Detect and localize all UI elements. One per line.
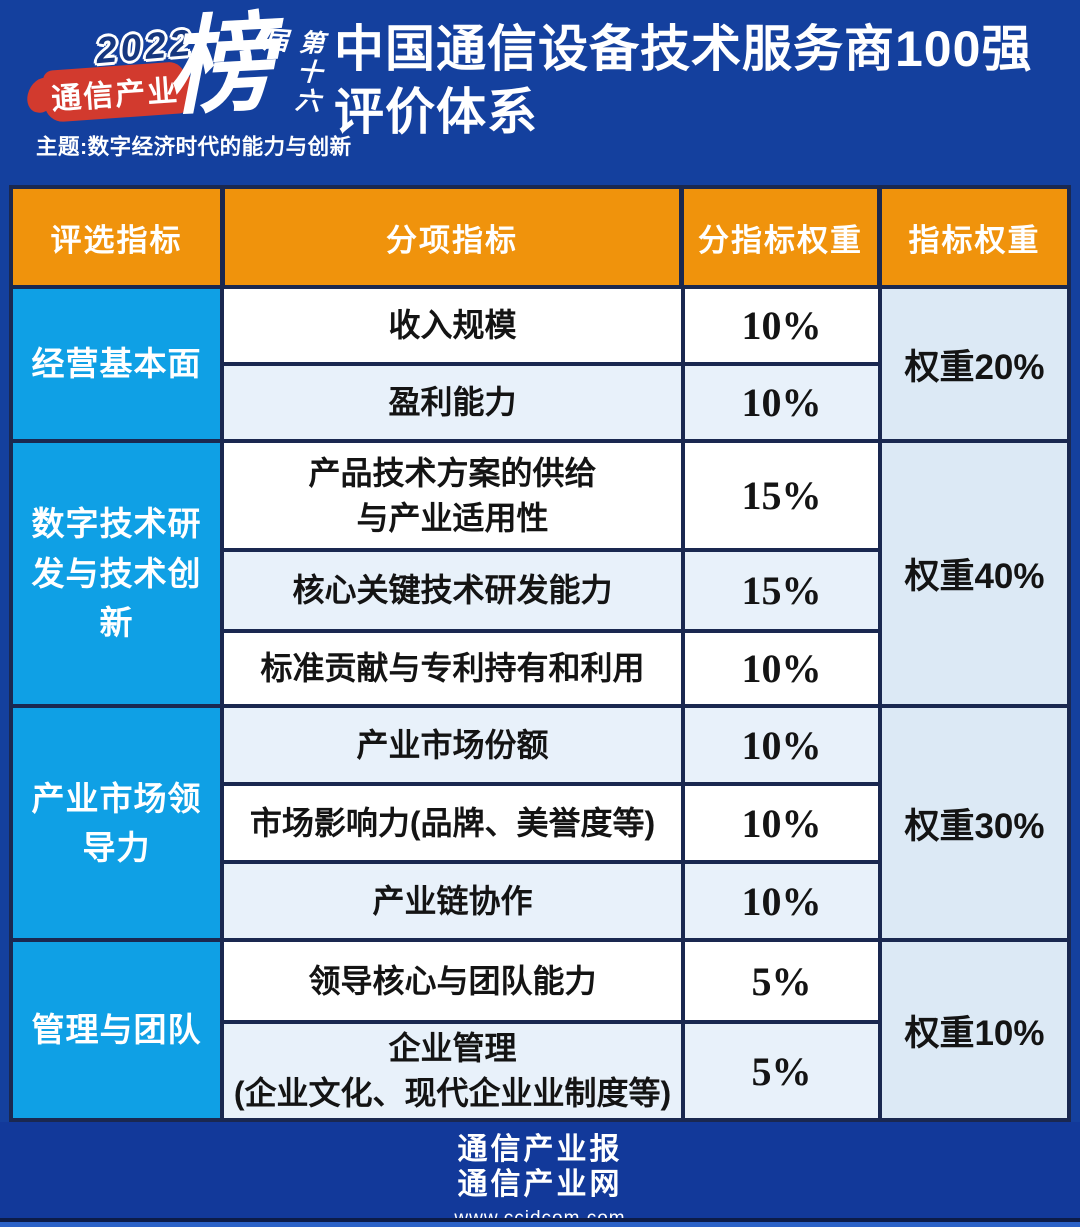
table-row: 盈利能力 10% xyxy=(224,366,878,439)
group-rows: 产业市场份额 10% 市场影响力(品牌、美誉度等) 10% 产业链协作 10% xyxy=(224,708,878,938)
table-group-business-fundamentals: 经营基本面 收入规模 10% 盈利能力 10% 权重20% xyxy=(13,289,1067,439)
sub-weight-cell: 15% xyxy=(685,552,878,630)
group-weight-cell: 权重10% xyxy=(882,942,1067,1118)
table-row: 产品技术方案的供给 与产业适用性 15% xyxy=(224,443,878,549)
table-row: 标准贡献与专利持有和利用 10% xyxy=(224,633,878,704)
category-cell: 产业市场领 导力 xyxy=(13,708,220,938)
page-title: 中国通信设备技术服务商100强 评价体系 xyxy=(330,0,1080,185)
category-cell: 管理与团队 xyxy=(13,942,220,1118)
logo-tagline: 主题:数字经济时代的能力与创新 xyxy=(36,135,352,159)
sub-weight-cell: 15% xyxy=(685,443,878,549)
column-header-weight: 指标权重 xyxy=(882,189,1067,285)
footer-paper-name: 通信产业报 xyxy=(457,1133,623,1166)
sub-weight-cell: 10% xyxy=(685,708,878,782)
footer-banner: 通信产业报 通信产业网 www.ccidcom.com xyxy=(0,1122,1080,1229)
column-header-sub-weight: 分指标权重 xyxy=(684,189,877,285)
table-row: 企业管理 (企业文化、现代企业业制度等) 5% xyxy=(224,1024,878,1118)
group-rows: 收入规模 10% 盈利能力 10% xyxy=(224,289,878,439)
sub-weight-cell: 5% xyxy=(685,942,878,1020)
indicator-cell: 企业管理 (企业文化、现代企业业制度等) xyxy=(224,1024,681,1118)
sub-weight-cell: 10% xyxy=(685,633,878,704)
table-row: 产业链协作 10% xyxy=(224,864,878,938)
indicator-cell: 产业链协作 xyxy=(224,864,681,938)
footer-light-strip xyxy=(0,1222,1080,1227)
event-logo: 2022 通信产业 榜 第十六届 主题:数字经济时代的能力与创新 xyxy=(0,0,351,185)
page-title-line2: 评价体系 xyxy=(334,84,538,140)
sub-weight-cell: 10% xyxy=(685,786,878,860)
indicator-cell: 领导核心与团队能力 xyxy=(224,942,681,1020)
logo-edition: 第十六届 xyxy=(258,25,324,118)
table-row: 收入规模 10% xyxy=(224,289,878,362)
indicator-cell: 收入规模 xyxy=(224,289,681,362)
table-header-row: 评选指标 分项指标 分指标权重 指标权重 xyxy=(13,189,1067,285)
sub-weight-cell: 10% xyxy=(685,366,878,439)
indicator-cell: 核心关键技术研发能力 xyxy=(224,552,681,630)
indicator-cell: 产品技术方案的供给 与产业适用性 xyxy=(224,443,681,549)
category-cell: 数字技术研 发与技术创 新 xyxy=(13,443,220,704)
table-group-market-leadership: 产业市场领 导力 产业市场份额 10% 市场影响力(品牌、美誉度等) 10% 产… xyxy=(13,708,1067,938)
group-rows: 领导核心与团队能力 5% 企业管理 (企业文化、现代企业业制度等) 5% xyxy=(224,942,878,1118)
category-cell: 经营基本面 xyxy=(13,289,220,439)
page-title-line1: 中国通信设备技术服务商100强 xyxy=(334,21,1033,77)
footer-dark-strip xyxy=(0,1218,1080,1222)
indicator-cell: 标准贡献与专利持有和利用 xyxy=(224,633,681,704)
evaluation-table: 评选指标 分项指标 分指标权重 指标权重 经营基本面 收入规模 10% 盈利能力… xyxy=(9,185,1071,1122)
column-header-sub-indicator: 分项指标 xyxy=(225,189,679,285)
indicator-cell: 市场影响力(品牌、美誉度等) xyxy=(224,786,681,860)
indicator-cell: 盈利能力 xyxy=(224,366,681,439)
indicator-cell: 产业市场份额 xyxy=(224,708,681,782)
table-row: 核心关键技术研发能力 15% xyxy=(224,552,878,630)
logo-brand: 通信产业 xyxy=(50,74,181,117)
group-weight-cell: 权重40% xyxy=(882,443,1067,704)
sub-weight-cell: 5% xyxy=(685,1024,878,1118)
table-row: 领导核心与团队能力 5% xyxy=(224,942,878,1020)
group-weight-cell: 权重30% xyxy=(882,708,1067,938)
table-row: 市场影响力(品牌、美誉度等) 10% xyxy=(224,786,878,860)
header-banner: 2022 通信产业 榜 第十六届 主题:数字经济时代的能力与创新 中国通信设备技… xyxy=(0,0,1080,185)
sub-weight-cell: 10% xyxy=(685,289,878,362)
table-group-management-team: 管理与团队 领导核心与团队能力 5% 企业管理 (企业文化、现代企业业制度等) … xyxy=(13,942,1067,1118)
sub-weight-cell: 10% xyxy=(685,864,878,938)
footer-white-strip xyxy=(0,1227,1080,1229)
footer-site-name: 通信产业网 xyxy=(457,1168,623,1201)
group-weight-cell: 权重20% xyxy=(882,289,1067,439)
table-row: 产业市场份额 10% xyxy=(224,708,878,782)
group-rows: 产品技术方案的供给 与产业适用性 15% 核心关键技术研发能力 15% 标准贡献… xyxy=(224,443,878,704)
column-header-criteria: 评选指标 xyxy=(13,189,220,285)
table-group-digital-rnd: 数字技术研 发与技术创 新 产品技术方案的供给 与产业适用性 15% 核心关键技… xyxy=(13,443,1067,704)
